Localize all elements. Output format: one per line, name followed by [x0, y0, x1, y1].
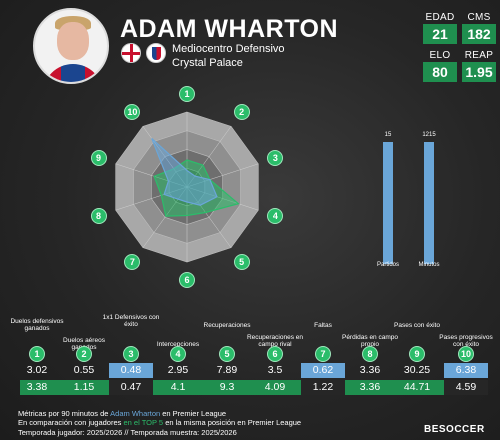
comparison-metric-value: 4.1	[170, 381, 186, 393]
besoccer-logo: BESOCCER	[424, 424, 485, 435]
player-photo	[33, 8, 109, 84]
player-name: ADAM WHARTON	[120, 15, 339, 43]
radar-axis-label: 5	[233, 254, 250, 271]
radar-axis-label: 6	[179, 272, 195, 288]
radar-axis-label: 7	[124, 254, 141, 271]
player-metric-value: 6.38	[444, 363, 488, 378]
radar-axis-label: 4	[267, 207, 284, 224]
comparison-metric-value: 4.59	[444, 380, 488, 395]
metric-number: 9	[409, 346, 425, 362]
comparison-metric-value: 44.71	[403, 381, 431, 393]
metric-label: Pases con éxito	[394, 322, 440, 329]
stat-cms: CMS 182	[462, 12, 496, 44]
metric-number: 6	[267, 346, 283, 362]
bar-label-partidos: Partidos	[376, 262, 399, 268]
footer-notes: Métricas por 90 minutos de Adam Wharton …	[18, 409, 301, 437]
player-position: Mediocentro Defensivo	[172, 43, 285, 55]
player-metric-value: 0.62	[301, 363, 345, 378]
comparison-metric-value: 4.09	[264, 381, 286, 393]
footer-text: en Premier League	[160, 409, 227, 418]
bar-label-minutos: Minutos	[418, 262, 440, 268]
footer-season: Temporada jugador: 2025/2026 // Temporad…	[18, 427, 237, 437]
metric-number: 5	[219, 346, 235, 362]
radar-axis-label: 1	[179, 86, 195, 102]
stat-reap: REAP 1.95	[462, 50, 496, 82]
crystal-palace-crest-icon	[146, 43, 166, 63]
bar-partidos	[383, 142, 393, 264]
footer-text: en la misma posición en Premier League	[163, 418, 302, 428]
player-metric-value: 0.55	[73, 364, 95, 376]
metric-label: Faltas	[314, 322, 332, 329]
stat-edad: EDAD 21	[423, 12, 457, 44]
comparison-metric-value: 0.47	[109, 380, 153, 395]
stat-label: ELO	[429, 50, 451, 61]
player-metric-value: 3.02	[26, 364, 48, 376]
bar-value-minutos: 1215	[422, 132, 436, 138]
metric-number: 8	[362, 346, 378, 362]
stat-label: EDAD	[425, 12, 455, 23]
metric-label: Recuperaciones	[203, 322, 251, 329]
metric-number: 4	[170, 346, 186, 362]
comparison-metric-value: 9.3	[219, 381, 235, 393]
footer-text: Métricas por 90 minutos de	[18, 409, 111, 418]
metric-label: Recuperaciones en campo rival	[246, 334, 303, 349]
games-minutes-bar-chart: 15 Partidos 1215 Minutos	[372, 128, 452, 278]
radar-axis-label: 10	[124, 103, 141, 120]
player-metric-value: 30.25	[403, 364, 431, 376]
footer-player-name: Adam Wharton	[110, 409, 161, 418]
player-club: Crystal Palace	[172, 57, 243, 69]
metric-number: 7	[315, 346, 331, 362]
stat-value: 182	[462, 24, 496, 44]
metric-number: 10	[458, 346, 474, 362]
player-metric-value: 3.5	[267, 364, 283, 376]
metric-label: Pases progresivos con éxito	[439, 334, 493, 349]
stat-label: CMS	[467, 12, 491, 23]
stat-value: 1.95	[462, 62, 496, 82]
comparison-metric-value: 3.38	[26, 381, 48, 393]
stat-elo: ELO 80	[423, 50, 457, 82]
stat-value: 80	[423, 62, 457, 82]
player-metric-value: 7.89	[216, 364, 238, 376]
metric-label: Duelos defensivos ganados	[10, 318, 64, 333]
metric-number: 3	[123, 346, 139, 362]
footer-highlight: en el TOP 5	[123, 418, 164, 428]
comparison-metric-value: 1.22	[301, 380, 345, 395]
player-metric-value: 0.48	[109, 363, 153, 378]
comparison-metric-value: 1.15	[73, 381, 95, 393]
metric-label: Pérdidas en campo propio	[341, 334, 398, 349]
metric-label: Intercepciones	[156, 341, 200, 348]
england-flag-icon	[121, 43, 141, 63]
comparison-metric-value: 3.36	[359, 381, 381, 393]
stat-label: REAP	[464, 50, 494, 61]
footer-text: En comparación con jugadores	[18, 418, 124, 428]
metric-number: 1	[29, 346, 45, 362]
stat-value: 21	[423, 24, 457, 44]
bar-minutos	[424, 142, 434, 264]
bar-value-partidos: 15	[384, 132, 392, 138]
radar-series-player	[151, 138, 218, 206]
radar-axis-label: 3	[267, 150, 284, 167]
radar-axis-label: 8	[90, 207, 107, 224]
radar-chart	[115, 111, 259, 263]
radar-axis-label: 2	[233, 103, 250, 120]
metric-label: 1x1 Defensivos con éxito	[102, 314, 160, 329]
player-metric-value: 2.95	[167, 364, 189, 376]
radar-axis-label: 9	[90, 150, 107, 167]
player-metric-value: 3.36	[359, 364, 381, 376]
metric-number: 2	[76, 346, 92, 362]
